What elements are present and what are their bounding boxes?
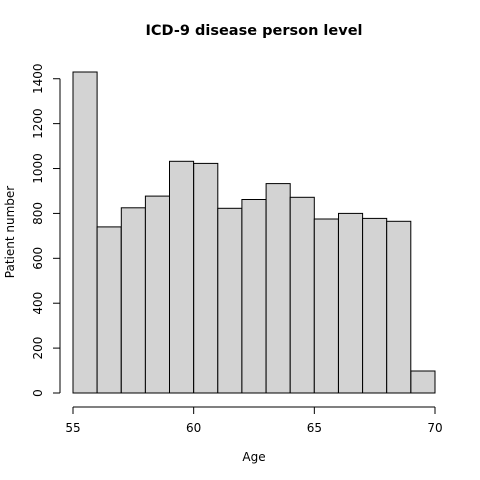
y-tick-label: 800 <box>31 202 45 225</box>
y-tick-label: 1000 <box>31 153 45 184</box>
y-tick-label: 1200 <box>31 108 45 139</box>
histogram-bar <box>386 220 412 394</box>
y-axis: 0 200 400 600 800 1000 1200 1400 <box>31 63 61 397</box>
chart-title: ICD-9 disease person level <box>146 23 363 39</box>
histogram-bar <box>265 183 291 394</box>
histogram-bar <box>362 217 388 394</box>
histogram-bar <box>96 226 122 394</box>
histogram-bar <box>338 212 364 394</box>
histogram-bar <box>144 195 170 394</box>
histogram-bar <box>241 199 267 394</box>
histogram-bar <box>72 71 98 394</box>
x-tick-label: 70 <box>427 421 442 435</box>
y-tick-label: 400 <box>31 292 45 315</box>
histogram-bar <box>313 218 339 394</box>
x-tick-label: 65 <box>307 421 322 435</box>
histogram-bar <box>289 196 315 394</box>
y-tick-label: 1400 <box>31 63 45 94</box>
histogram-bar <box>169 160 195 394</box>
histogram-bar <box>410 370 436 394</box>
y-tick-label: 600 <box>31 247 45 270</box>
y-tick-label: 0 <box>31 389 45 397</box>
histogram-bar <box>193 162 219 394</box>
x-axis-label: Age <box>242 450 265 464</box>
histogram-bar <box>217 207 243 394</box>
x-tick-label: 60 <box>186 421 201 435</box>
y-axis-label: Patient number <box>3 186 17 278</box>
x-axis: 55 60 65 70 <box>65 406 443 435</box>
y-tick-label: 200 <box>31 337 45 360</box>
bars-group <box>72 71 436 394</box>
histogram-bar <box>120 207 146 394</box>
x-tick-label: 55 <box>65 421 80 435</box>
